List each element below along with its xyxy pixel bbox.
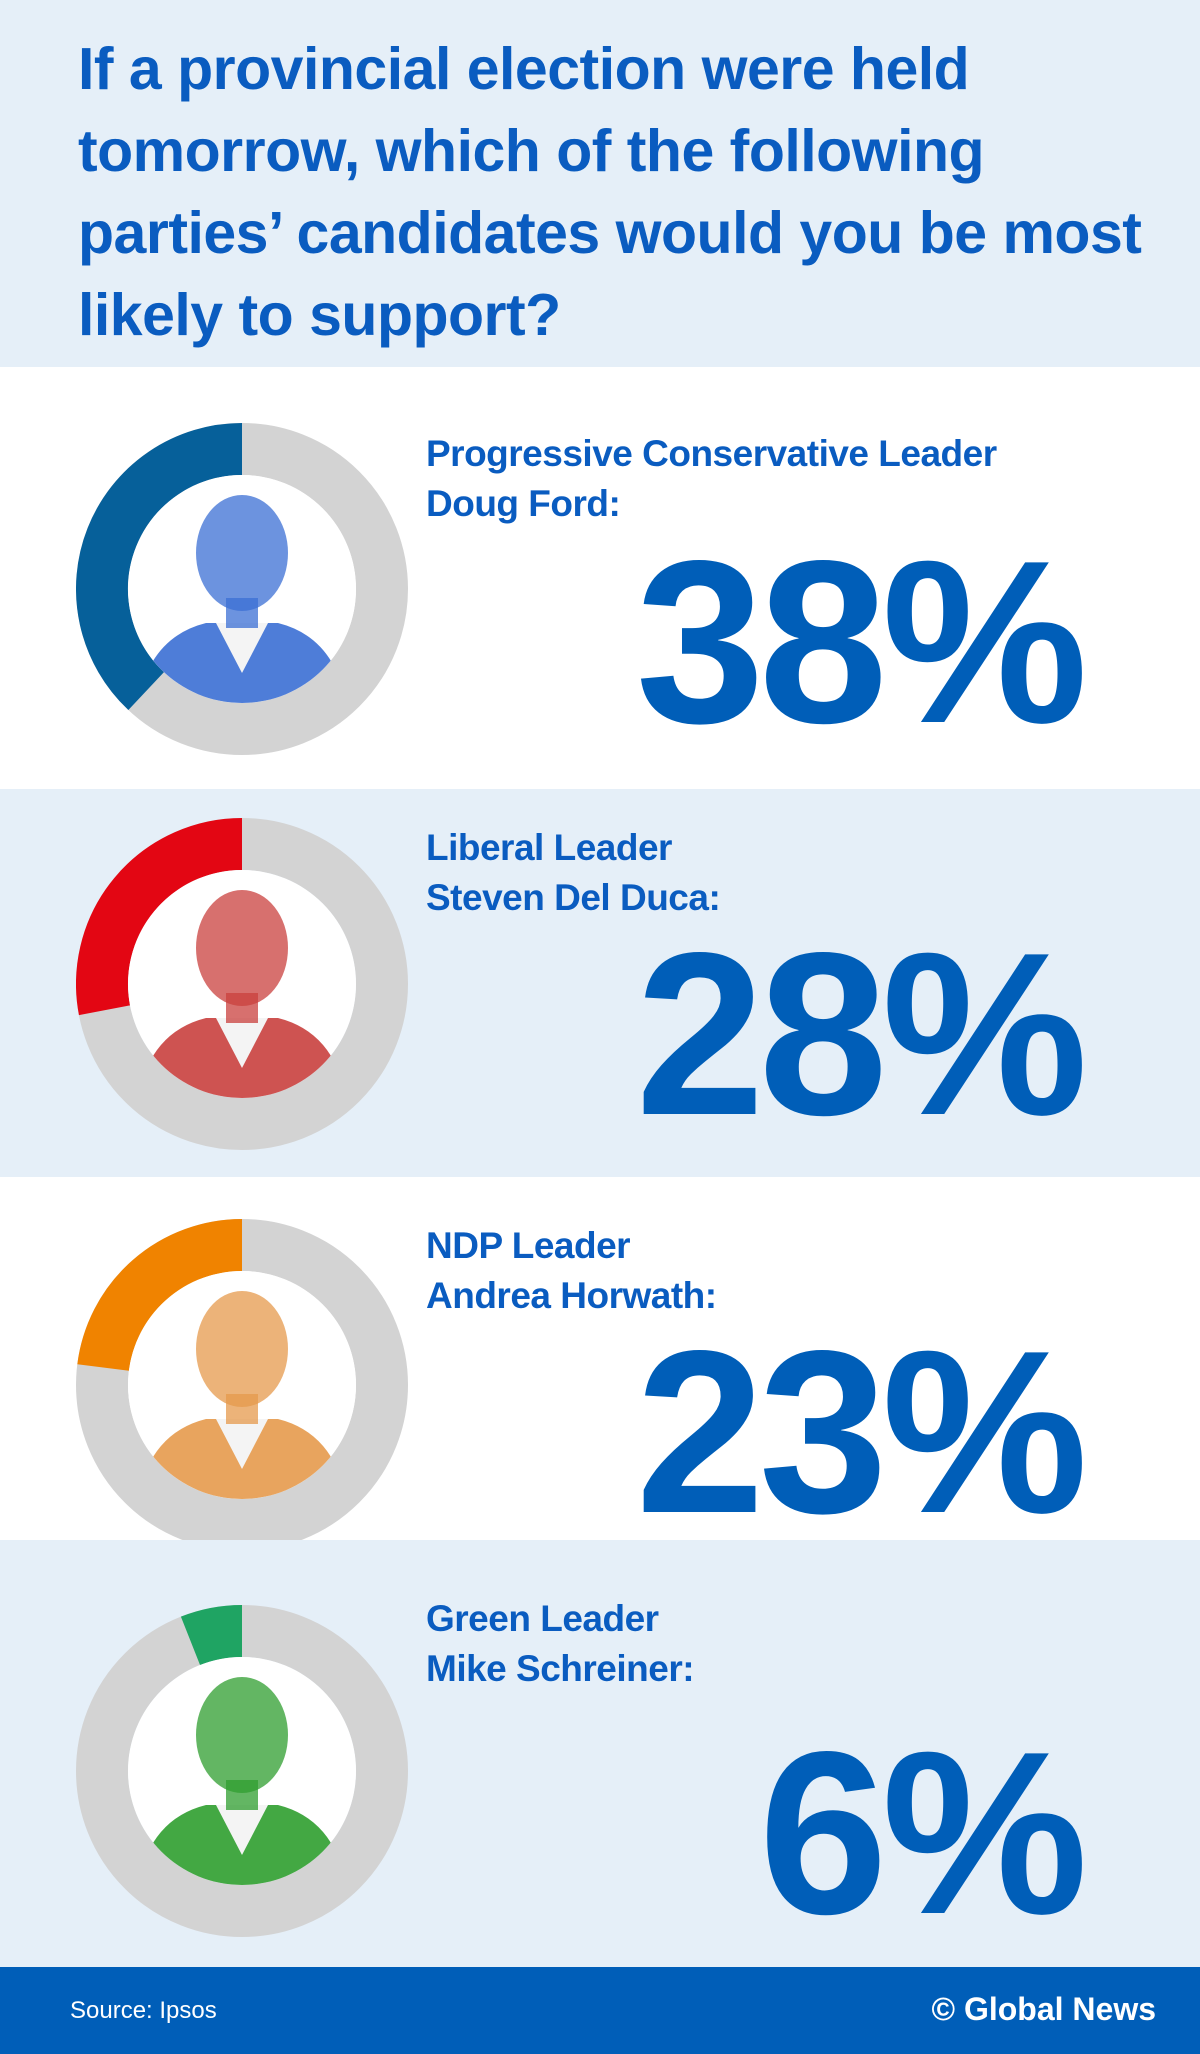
label-line: Steven Del Duca: [426,877,721,918]
label-line: Progressive Conservative Leader [426,433,997,474]
candidate-section: Progressive Conservative Leader Doug Ford… [0,367,1200,789]
percent-value: 28% [635,905,1088,1164]
label-line: Andrea Horwath: [426,1275,717,1316]
label-line: Doug Ford: [426,483,621,524]
chart-title: If a provincial election were held tomor… [78,36,1142,348]
label-line: Mike Schreiner: [426,1648,695,1689]
donut-chart [76,423,408,755]
candidate-section: Liberal Leader Steven Del Duca: 28% [0,789,1200,1177]
source-text: Source: Ipsos [70,1997,217,2024]
donut-chart [76,818,408,1150]
label-line: NDP Leader [426,1225,631,1266]
title-band: If a provincial election were held tomor… [0,0,1200,367]
percent-value: 38% [635,513,1088,772]
label-line: Green Leader [426,1598,659,1639]
percent-value: 6% [758,1704,1088,1963]
footer: Source: Ipsos © Global News [0,1967,1200,2054]
donut-chart [76,1605,408,1937]
candidate-label: Green Leader Mike Schreiner: [426,1594,695,1694]
percent-value: 23% [635,1303,1088,1562]
candidate-section: Green Leader Mike Schreiner: 6% [0,1540,1200,1967]
donut-slice [180,1605,243,1666]
candidate-label: NDP Leader Andrea Horwath: [426,1221,717,1321]
credit-text: © Global News [931,1991,1156,2027]
donut-slice [77,1219,243,1372]
candidate-label: Liberal Leader Steven Del Duca: [426,823,721,923]
candidate-section: NDP Leader Andrea Horwath: 23% [0,1177,1200,1551]
donut-slice [76,423,243,710]
donut-chart [76,1219,408,1551]
candidate-photo [128,1271,356,1499]
label-line: Liberal Leader [426,827,672,868]
candidate-label: Progressive Conservative Leader Doug Ford… [426,429,997,529]
donut-slice [76,818,243,1016]
